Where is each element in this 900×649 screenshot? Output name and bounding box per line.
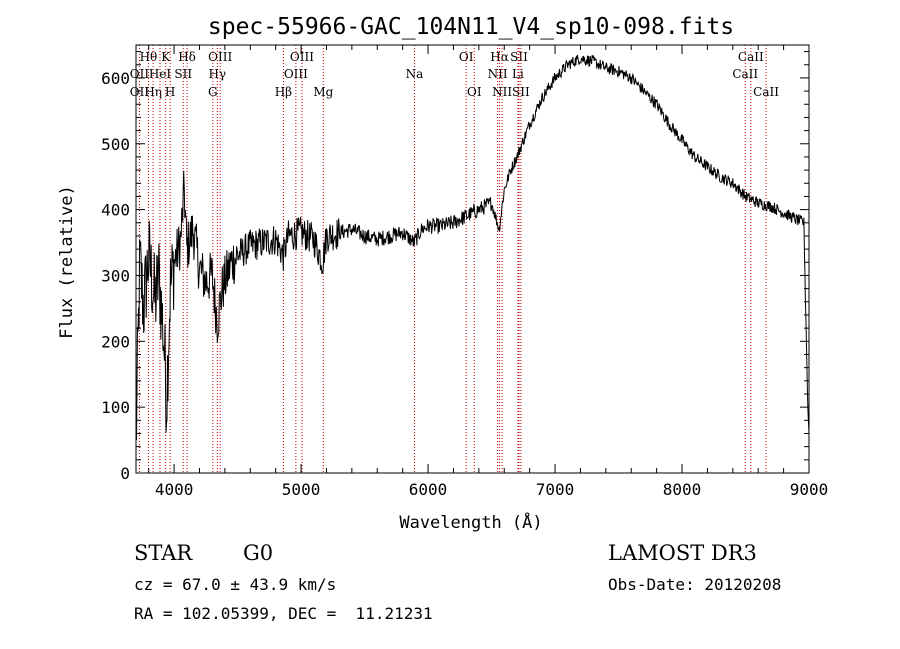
chart-title: spec-55966-GAC_104N11_V4_sp10-098.fits bbox=[208, 14, 734, 40]
line-label: H bbox=[165, 85, 175, 99]
y-tick-label: 300 bbox=[101, 266, 130, 285]
x-tick-label: 9000 bbox=[790, 480, 829, 499]
line-label: OI bbox=[467, 85, 482, 99]
line-label: G bbox=[208, 85, 218, 99]
y-axis-label: Flux (relative) bbox=[57, 185, 77, 339]
line-label: Na bbox=[406, 67, 424, 81]
x-tick-label: 8000 bbox=[663, 480, 702, 499]
line-label: Hβ bbox=[275, 85, 292, 99]
line-label: Hγ bbox=[208, 67, 226, 81]
y-axis: 0 100 200 300 400 500 600 bbox=[101, 51, 809, 483]
line-label: Mg bbox=[313, 85, 333, 99]
y-tick-label: 400 bbox=[101, 201, 130, 220]
coordinates: RA = 102.05399, DEC = 11.21231 bbox=[134, 604, 433, 623]
line-label: SII bbox=[510, 50, 528, 64]
line-label: OIII bbox=[284, 67, 308, 81]
line-label: K bbox=[161, 50, 171, 64]
line-label: Hδ bbox=[178, 50, 196, 64]
x-axis-label: Wavelength (Å) bbox=[399, 511, 542, 533]
line-label: OIII bbox=[290, 50, 314, 64]
line-label: NII bbox=[492, 85, 512, 99]
y-tick-label: 0 bbox=[120, 464, 130, 483]
line-label: Hη bbox=[144, 85, 162, 99]
line-label: OII bbox=[130, 85, 150, 99]
object-subclass: G0 bbox=[243, 541, 274, 565]
x-tick-label: 4000 bbox=[155, 480, 194, 499]
x-tick-label: 7000 bbox=[536, 480, 575, 499]
line-label: HeI bbox=[149, 67, 172, 81]
y-tick-label: 600 bbox=[101, 69, 130, 88]
x-tick-label: 6000 bbox=[409, 480, 448, 499]
line-label: CaII bbox=[753, 85, 779, 99]
line-label: Hθ bbox=[140, 50, 158, 64]
line-label: NII bbox=[488, 67, 508, 81]
plot-frame bbox=[135, 44, 810, 474]
line-label: Hα bbox=[490, 50, 509, 64]
line-label: SII bbox=[174, 67, 192, 81]
line-label: OIII bbox=[208, 50, 232, 64]
survey-name: LAMOST DR3 bbox=[608, 541, 757, 565]
line-label: OI bbox=[459, 50, 474, 64]
object-class: STAR bbox=[134, 541, 193, 565]
line-label: SII bbox=[512, 85, 530, 99]
redshift-cz: cz = 67.0 ± 43.9 km/s bbox=[134, 575, 337, 594]
observation-date: Obs-Date: 20120208 bbox=[608, 575, 782, 594]
y-tick-label: 100 bbox=[101, 398, 130, 417]
y-tick-label: 200 bbox=[101, 332, 130, 351]
line-label: CaII bbox=[732, 67, 758, 81]
line-label: OII bbox=[130, 67, 150, 81]
x-axis: 4000 5000 6000 7000 8000 9000 bbox=[148, 45, 829, 499]
line-label: CaII bbox=[738, 50, 764, 64]
y-tick-label: 500 bbox=[101, 135, 130, 154]
line-label: Li bbox=[512, 67, 524, 81]
spectrum-line bbox=[135, 54, 810, 441]
x-tick-label: 5000 bbox=[282, 480, 321, 499]
